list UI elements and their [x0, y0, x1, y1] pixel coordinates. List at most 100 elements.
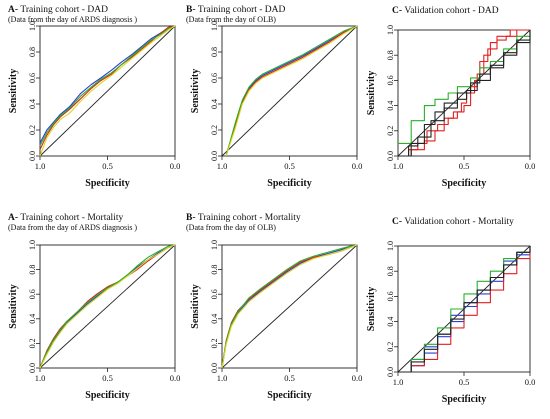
- panel-title-text: Training cohort - Mortality: [20, 213, 123, 223]
- x-axis-label: Specificity: [267, 178, 311, 189]
- y-tick-label: 0.4: [386, 317, 395, 327]
- panel-5: B- Training cohort - Mortality(Data from…: [186, 213, 362, 401]
- panel-1: A- Training cohort - DAD(Data from the d…: [8, 5, 180, 189]
- y-tick-label: 0.6: [28, 289, 37, 299]
- y-tick-label: 0.0: [28, 363, 37, 373]
- y-tick-label: 0.8: [28, 47, 37, 57]
- panel-title-letter: B-: [186, 5, 198, 15]
- y-tick-label: 0.6: [386, 291, 395, 301]
- x-tick-label: 0.0: [170, 161, 181, 171]
- x-axis-label: Specificity: [85, 178, 129, 189]
- y-tick-label: 1.0: [386, 241, 395, 251]
- x-tick-label: 0.0: [525, 377, 536, 387]
- panel-subtitle: (Data from the day of ARDS diagnosis ): [8, 223, 137, 232]
- y-tick-label: 0.8: [28, 265, 37, 275]
- x-tick-label: 0.0: [352, 161, 363, 171]
- x-tick-label: 1.0: [217, 373, 228, 383]
- y-tick-label: 0.4: [28, 314, 37, 324]
- y-tick-label: 0.6: [386, 75, 395, 85]
- x-axis-label: Specificity: [442, 178, 486, 189]
- x-tick-label: 0.5: [459, 161, 470, 171]
- y-axis-label: Sensitivity: [366, 71, 377, 115]
- panel-title-letter: C-: [392, 217, 404, 227]
- roc-curve-series-3: [39, 25, 176, 146]
- y-tick-label: 0.2: [386, 126, 395, 136]
- x-tick-label: 0.5: [284, 373, 295, 383]
- y-tick-label: 0.4: [386, 101, 395, 111]
- y-tick-label: 0.0: [210, 363, 219, 373]
- x-axis-label: Specificity: [85, 390, 129, 401]
- x-tick-label: 1.0: [217, 161, 228, 171]
- roc-curve-series-2: [39, 25, 176, 150]
- y-axis-label: Sensitivity: [8, 69, 19, 113]
- roc-curve-series-3: [221, 244, 358, 369]
- panel-title: C- Validation cohort - Mortality: [392, 217, 514, 227]
- y-tick-label: 0.2: [28, 125, 37, 135]
- panel-title: A- Training cohort - DAD: [8, 5, 108, 15]
- panel-title-text: Training cohort - DAD: [20, 5, 108, 15]
- x-tick-label: 1.0: [35, 161, 46, 171]
- roc-curve-series-4: [221, 244, 358, 369]
- panel-title-text: Training cohort - Mortality: [198, 213, 301, 223]
- y-tick-label: 1.0: [210, 240, 219, 250]
- panel-title: C- Validation cohort - DAD: [392, 6, 499, 16]
- roc-curve-series-3: [39, 244, 176, 369]
- y-tick-label: 0.8: [210, 47, 219, 57]
- panel-title: B- Training cohort - Mortality: [186, 213, 301, 223]
- roc-curve-series-1: [221, 244, 358, 369]
- y-tick-label: 1.0: [210, 21, 219, 31]
- reference-diagonal: [221, 244, 358, 369]
- roc-curve-series-5: [398, 30, 531, 157]
- x-tick-label: 1.0: [393, 377, 404, 387]
- x-axis-label: Specificity: [267, 390, 311, 401]
- y-axis-label: Sensitivity: [190, 69, 201, 113]
- x-tick-label: 0.5: [102, 373, 113, 383]
- panel-subtitle: (Data from the day of ARDS diagnosis ): [8, 15, 137, 24]
- y-tick-label: 0.2: [210, 338, 219, 348]
- y-tick-label: 0.4: [210, 99, 219, 109]
- y-tick-label: 0.8: [386, 266, 395, 276]
- x-tick-label: 0.5: [459, 377, 470, 387]
- panel-6: C- Validation cohort - Mortality 0.0 0.2 0.…: [366, 217, 535, 405]
- y-tick-label: 1.0: [28, 21, 37, 31]
- roc-curve-series-4: [39, 25, 176, 157]
- y-axis-label: Sensitivity: [366, 287, 377, 331]
- y-tick-label: 0.4: [28, 99, 37, 109]
- y-axis-label: Sensitivity: [8, 284, 19, 328]
- y-tick-label: 0.2: [386, 342, 395, 352]
- x-tick-label: 1.0: [393, 161, 404, 171]
- panel-title-letter: A-: [8, 5, 20, 15]
- reference-diagonal: [221, 25, 358, 157]
- y-tick-label: 0.8: [386, 50, 395, 60]
- panel-title: B- Training cohort - DAD: [186, 5, 286, 15]
- panel-title-text: Validation cohort - Mortality: [404, 217, 514, 227]
- panel-title-letter: C-: [392, 6, 404, 16]
- x-tick-label: 0.0: [525, 161, 536, 171]
- y-tick-label: 0.4: [210, 314, 219, 324]
- y-tick-label: 1.0: [386, 25, 395, 35]
- y-tick-label: 0.6: [210, 73, 219, 83]
- y-tick-label: 0.2: [28, 338, 37, 348]
- panel-2: B- Training cohort - DAD(Data from the d…: [186, 5, 362, 189]
- panel-title-text: Training cohort - DAD: [198, 5, 286, 15]
- y-tick-label: 0.8: [210, 265, 219, 275]
- panel-3: C- Validation cohort - DAD 0.0 0.2 0.4 0.6 0.…: [366, 6, 535, 189]
- reference-diagonal: [39, 25, 176, 157]
- y-axis-label: Sensitivity: [190, 284, 201, 328]
- x-tick-label: 0.0: [352, 373, 363, 383]
- y-tick-label: 0.2: [210, 125, 219, 135]
- x-tick-label: 0.5: [284, 161, 295, 171]
- x-axis-label: Specificity: [442, 394, 486, 405]
- panel-4: A- Training cohort - Mortality(Data from…: [8, 213, 180, 401]
- roc-curve-series-2: [225, 25, 358, 157]
- x-tick-label: 0.0: [170, 373, 181, 383]
- x-tick-label: 0.5: [102, 161, 113, 171]
- y-tick-label: 0.0: [386, 367, 395, 377]
- roc-curve-series-4: [398, 30, 531, 157]
- y-tick-label: 0.0: [28, 151, 37, 161]
- y-tick-label: 0.6: [210, 289, 219, 299]
- x-tick-label: 1.0: [35, 373, 46, 383]
- roc-curve-series-3: [225, 25, 358, 157]
- roc-curve-series-4: [225, 25, 358, 157]
- panel-title-text: Validation cohort - DAD: [404, 6, 498, 16]
